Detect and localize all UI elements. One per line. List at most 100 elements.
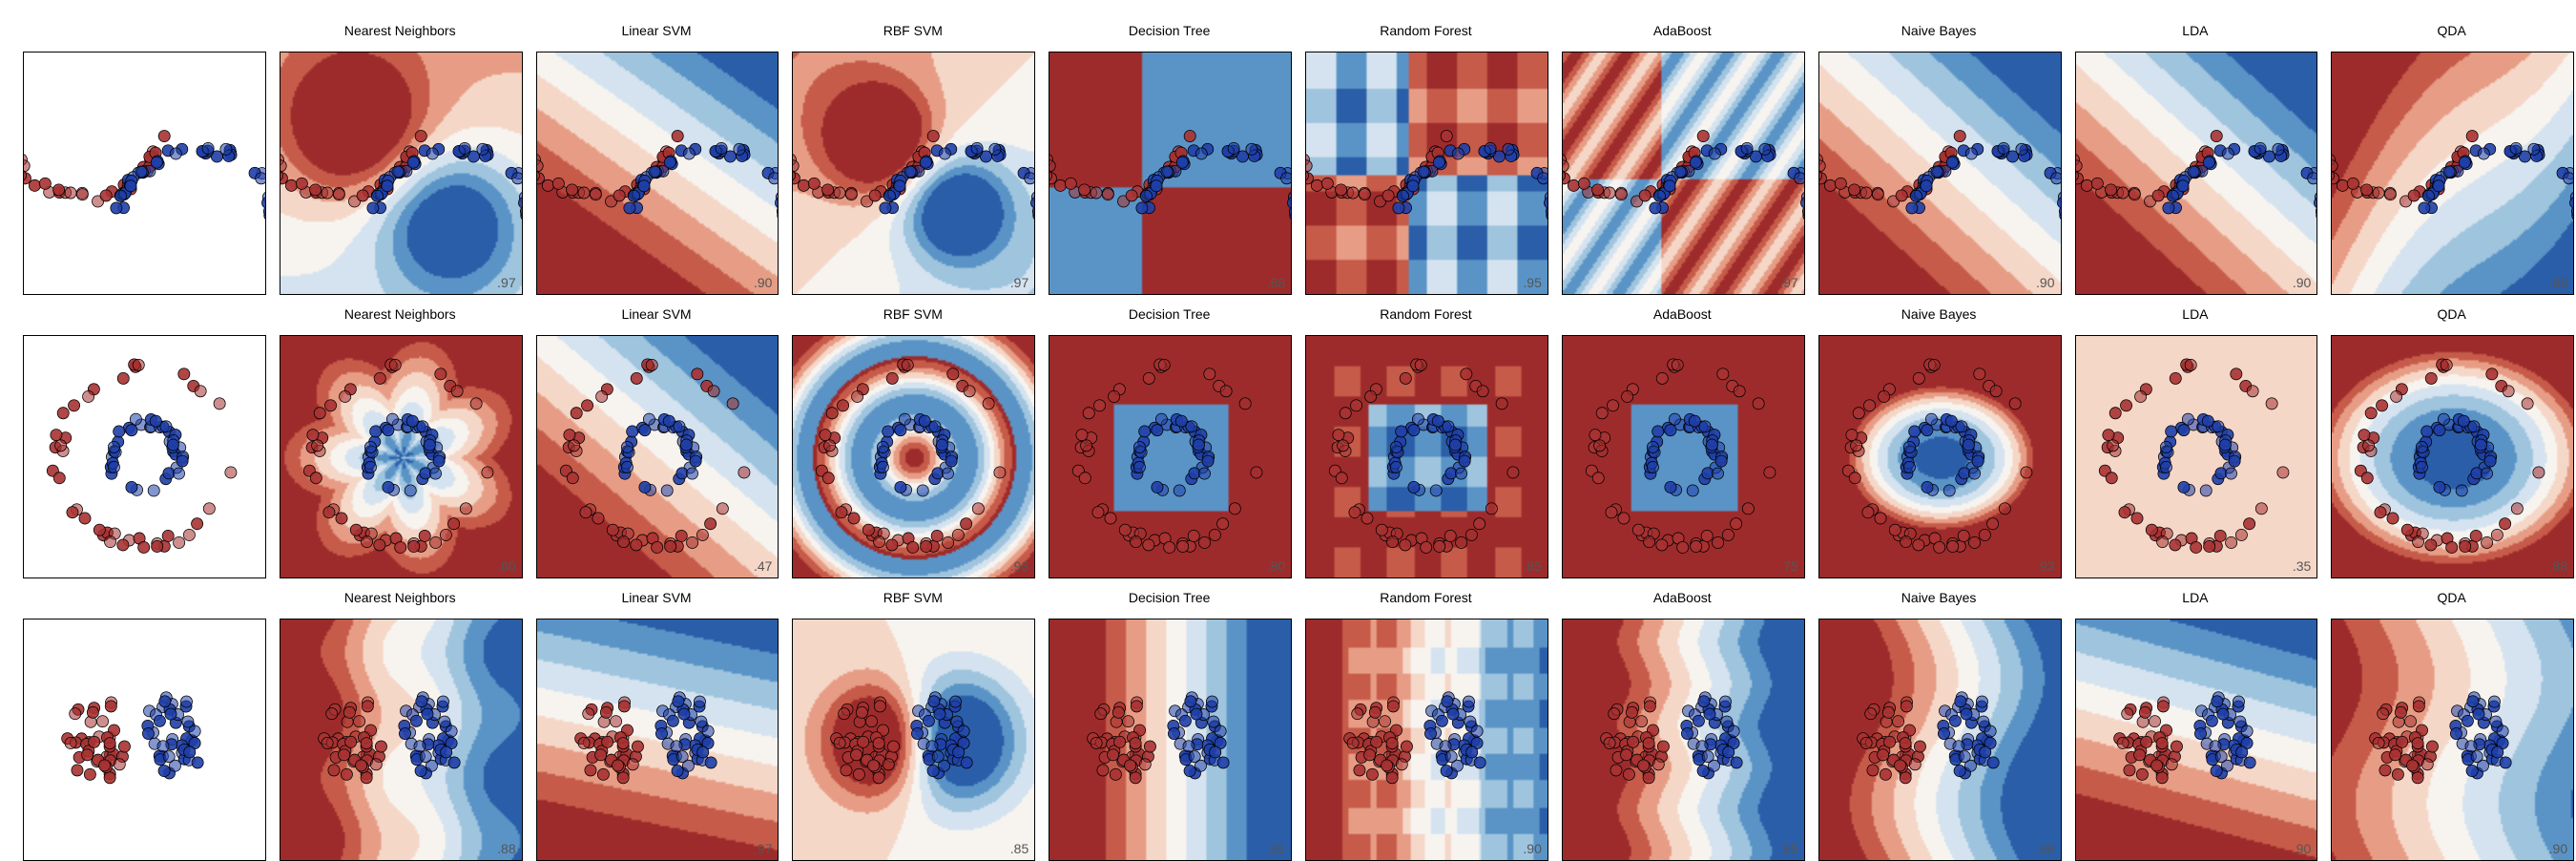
dataset-input-cell <box>23 619 266 861</box>
title-placeholder <box>23 590 264 607</box>
data-point <box>1347 187 1359 199</box>
data-point <box>361 536 372 547</box>
data-point <box>1158 359 1170 370</box>
data-point <box>382 180 393 192</box>
classifier-result-cell: .88 <box>2331 335 2574 578</box>
classifier-result-cell: .35 <box>2075 335 2318 578</box>
data-point <box>686 536 697 548</box>
data-point <box>1239 398 1251 410</box>
data-point <box>1699 421 1711 432</box>
accuracy-score: .97 <box>1010 275 1028 290</box>
data-point <box>1354 764 1365 775</box>
classifier-title: RBF SVM <box>792 306 1033 324</box>
data-point <box>874 536 885 547</box>
data-point <box>429 536 441 548</box>
data-point <box>324 400 336 411</box>
data-point <box>904 166 916 178</box>
data-point <box>1949 715 1961 726</box>
data-point <box>1415 359 1426 370</box>
data-point <box>1251 467 1262 478</box>
data-point <box>1850 440 1861 452</box>
data-point <box>2203 157 2214 168</box>
data-point <box>118 741 130 752</box>
data-point <box>1156 413 1168 425</box>
data-point <box>117 539 129 551</box>
classifier-result-cell: .85 <box>1562 619 1805 861</box>
classifier-title: Naive Bayes <box>1818 590 2060 607</box>
data-point <box>2130 513 2142 524</box>
data-point <box>827 408 839 419</box>
accuracy-score: .80 <box>1267 558 1285 574</box>
data-point <box>1987 756 1999 767</box>
data-point <box>1092 506 1104 517</box>
data-point <box>178 368 190 380</box>
data-point <box>451 386 463 397</box>
data-point <box>675 530 687 541</box>
data-point <box>2468 421 2480 432</box>
data-point <box>578 737 590 748</box>
data-point <box>160 421 172 432</box>
data-point <box>671 740 682 751</box>
data-point <box>1079 184 1091 196</box>
data-point <box>1361 513 1373 524</box>
data-point <box>1643 771 1654 783</box>
data-point <box>93 524 105 536</box>
data-point <box>1189 750 1200 762</box>
data-point <box>2118 506 2129 517</box>
data-point <box>1347 737 1359 748</box>
data-point <box>1568 179 1579 191</box>
data-point <box>537 160 543 172</box>
data-point <box>371 190 383 201</box>
classifier-title: Random Forest <box>1305 590 1547 607</box>
classifier-title: AdaBoost <box>1562 23 1803 40</box>
data-point <box>1860 187 1872 199</box>
data-point <box>1145 741 1156 752</box>
data-point <box>2486 368 2498 380</box>
classifier-title: Naive Bayes <box>1818 306 2060 324</box>
data-point <box>1849 472 1860 483</box>
data-point <box>646 359 657 370</box>
data-point <box>336 513 347 524</box>
data-point <box>883 426 894 437</box>
data-point <box>2414 700 2425 711</box>
data-point <box>1652 426 1664 437</box>
data-point <box>595 390 607 402</box>
data-point <box>1824 179 1836 191</box>
data-point <box>857 706 868 718</box>
data-point <box>440 746 451 758</box>
data-point <box>1474 517 1485 529</box>
data-point <box>437 696 448 707</box>
data-point <box>1191 708 1202 720</box>
data-point <box>2564 173 2573 184</box>
data-point <box>1835 178 1846 189</box>
data-point <box>1180 715 1192 726</box>
data-point <box>874 771 885 783</box>
data-point <box>1175 415 1187 427</box>
data-point <box>165 708 177 720</box>
data-point <box>1220 386 1232 397</box>
data-point <box>2117 737 2129 748</box>
data-point <box>873 737 884 748</box>
data-point <box>663 415 675 427</box>
data-point <box>177 455 188 467</box>
data-point <box>2190 541 2201 553</box>
classifier-title: QDA <box>2331 306 2572 324</box>
classifier-title: RBF SVM <box>792 590 1033 607</box>
data-point <box>361 771 372 783</box>
data-point <box>2396 706 2407 718</box>
data-point <box>307 429 319 440</box>
accuracy-score: .95 <box>1523 275 1541 290</box>
data-point <box>1105 513 1116 524</box>
data-point <box>1217 517 1229 529</box>
data-point <box>1696 740 1708 751</box>
data-point <box>868 759 880 770</box>
data-point <box>2222 148 2233 159</box>
data-point <box>2266 398 2277 410</box>
data-point <box>111 202 122 214</box>
data-point <box>2160 461 2171 472</box>
data-point <box>70 707 81 719</box>
data-point <box>192 517 203 529</box>
data-point <box>1908 426 1920 437</box>
data-point <box>984 398 995 410</box>
data-point <box>1369 706 1381 718</box>
